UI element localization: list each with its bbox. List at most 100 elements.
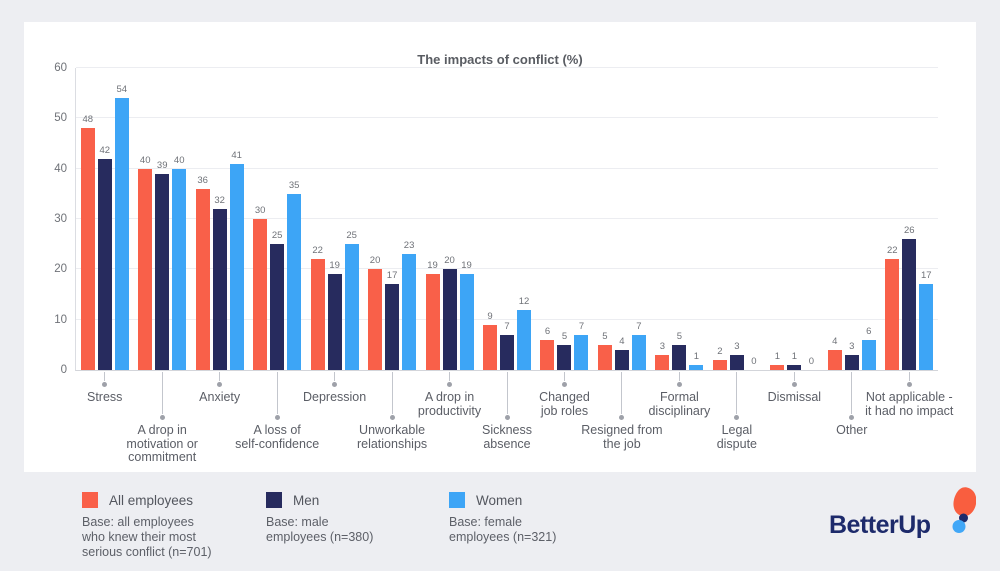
bar-women: 54 bbox=[114, 84, 129, 370]
category-leader-dot bbox=[619, 415, 625, 420]
y-tick-label: 60 bbox=[54, 62, 67, 74]
bar-value-label: 20 bbox=[369, 255, 381, 267]
bar-value-label: 4 bbox=[619, 335, 625, 347]
bar-group-a-loss-of: 30 25 35 bbox=[248, 68, 305, 370]
category-leader-dot bbox=[389, 415, 395, 420]
bar-all-employees: 1 bbox=[770, 351, 785, 370]
bar-group-stress: 48 42 54 bbox=[76, 68, 133, 370]
bar-value-label: 6 bbox=[866, 325, 872, 337]
legend-base-men: Base: male employees (n=380) bbox=[266, 515, 374, 544]
category-leader-line bbox=[736, 372, 738, 414]
bar-value-label: 32 bbox=[214, 194, 225, 206]
category-leader-line bbox=[161, 372, 163, 414]
logo-flame-icon bbox=[953, 487, 976, 517]
category-leader-line bbox=[334, 372, 336, 381]
category-leader-dot bbox=[561, 382, 567, 387]
legend-base-women: Base: female employees (n=321) bbox=[449, 515, 557, 544]
bar-women: 19 bbox=[459, 260, 474, 370]
category-leader-line bbox=[506, 372, 508, 414]
bar-women: 1 bbox=[689, 351, 704, 370]
gridline bbox=[76, 167, 938, 169]
bar-all-employees: 30 bbox=[253, 205, 268, 370]
bar-women: 7 bbox=[574, 321, 589, 370]
y-tick-label: 30 bbox=[54, 213, 67, 225]
bar-all-employees: 22 bbox=[885, 245, 900, 370]
bars-layer: 48 42 54 40 39 40 36 32 41 30 25 35 22 19 25 20 17 23 19 20… bbox=[76, 68, 938, 370]
bar-men: 25 bbox=[270, 230, 285, 370]
category-leader-dot bbox=[676, 382, 682, 387]
betterup-wordmark: BetterUp bbox=[829, 511, 931, 539]
bar-men: 5 bbox=[672, 331, 687, 370]
category-label: Anxiety bbox=[199, 390, 241, 404]
y-tick-label: 20 bbox=[54, 263, 67, 276]
bar-women: 12 bbox=[517, 296, 532, 370]
bar-men: 3 bbox=[844, 341, 859, 370]
category-label: Sickness absence bbox=[481, 423, 533, 451]
bar-value-label: 36 bbox=[197, 174, 208, 186]
bar-all-employees: 48 bbox=[80, 114, 95, 370]
category-label: Not applicable - it had no impact bbox=[865, 390, 954, 418]
bar-value-label: 0 bbox=[808, 356, 815, 367]
bar-value-label: 6 bbox=[544, 325, 551, 337]
y-tick-label: 50 bbox=[54, 112, 67, 125]
category-leader-dot bbox=[791, 382, 797, 387]
category-label: Dismissal bbox=[767, 390, 822, 404]
chart-title: The impacts of conflict (%) bbox=[417, 52, 583, 67]
bar-women: 25 bbox=[344, 230, 359, 370]
category-label: Depression bbox=[302, 390, 367, 404]
bar-value-label: 7 bbox=[578, 320, 585, 332]
bar-value-label: 3 bbox=[734, 340, 740, 352]
category-leader-line bbox=[391, 372, 393, 414]
bar-value-label: 9 bbox=[487, 310, 493, 322]
bar-men: 17 bbox=[385, 270, 400, 370]
gridline bbox=[76, 67, 938, 68]
bar-women: 17 bbox=[919, 270, 934, 370]
legend-label-women: Women bbox=[476, 492, 523, 508]
bar-men: 39 bbox=[155, 160, 170, 370]
logo-navy-dot-icon bbox=[959, 513, 968, 523]
bar-value-label: 1 bbox=[774, 350, 781, 362]
betterup-logo-mark bbox=[952, 487, 976, 533]
bar-value-label: 12 bbox=[518, 295, 530, 307]
bar-value-label: 26 bbox=[904, 225, 915, 237]
bar-value-label: 7 bbox=[504, 320, 510, 332]
bar-value-label: 30 bbox=[254, 205, 266, 216]
bar-value-label: 22 bbox=[312, 245, 323, 257]
bar-men: 19 bbox=[327, 260, 342, 370]
bar-men: 1 bbox=[787, 351, 802, 370]
gridline bbox=[76, 268, 938, 270]
legend-item-all-employees: All employees Base: all employees who kn… bbox=[82, 492, 212, 560]
bar-all-employees: 4 bbox=[827, 336, 842, 370]
category-label: Formal disciplinary bbox=[648, 390, 711, 418]
bar-value-label: 1 bbox=[693, 350, 700, 362]
bar-men: 42 bbox=[97, 145, 112, 370]
bar-group-not-applicable-: 22 26 17 bbox=[881, 68, 938, 370]
bar-all-employees: 19 bbox=[425, 260, 440, 370]
bar-all-employees: 20 bbox=[368, 255, 383, 370]
bar-value-label: 54 bbox=[116, 84, 128, 96]
bar-value-label: 5 bbox=[602, 330, 608, 342]
bar-value-label: 40 bbox=[139, 154, 151, 166]
bar-value-label: 7 bbox=[636, 320, 642, 332]
bar-value-label: 41 bbox=[231, 149, 242, 161]
bar-value-label: 22 bbox=[887, 245, 898, 257]
bar-men: 4 bbox=[614, 336, 629, 370]
category-leader-dot bbox=[102, 382, 108, 387]
bar-men: 26 bbox=[902, 225, 917, 370]
bar-group-depression: 22 19 25 bbox=[306, 68, 363, 370]
gridline bbox=[76, 117, 938, 119]
category-leader-line bbox=[449, 372, 451, 381]
chart-card: The impacts of conflict (%) 0 10 20 30 40 50 6… bbox=[24, 22, 976, 472]
category-leader-dot bbox=[274, 415, 280, 420]
category-leader-dot bbox=[217, 382, 223, 387]
bar-all-employees: 2 bbox=[712, 346, 727, 370]
category-leader-line bbox=[563, 372, 565, 381]
category-leader-dot bbox=[332, 382, 338, 387]
bar-value-label: 2 bbox=[717, 345, 723, 357]
bar-value-label: 19 bbox=[427, 260, 438, 272]
bar-women: 7 bbox=[631, 321, 646, 370]
bar-all-employees: 22 bbox=[310, 245, 325, 370]
bar-value-label: 5 bbox=[676, 330, 683, 342]
